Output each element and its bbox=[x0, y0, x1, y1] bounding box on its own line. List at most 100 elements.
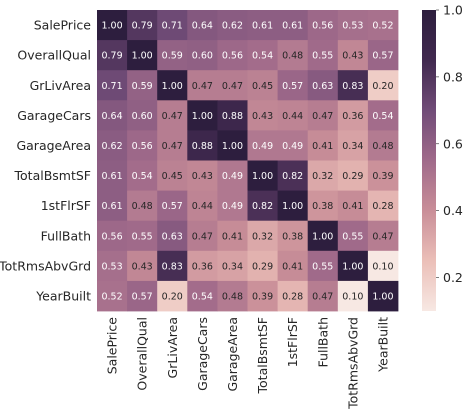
heatmap-cell-TotalBsmtSF-TotalBsmtSF bbox=[247, 160, 278, 191]
heatmap-value-GrLivArea-TotRmsAbvGrd: 0.83 bbox=[342, 81, 363, 92]
heatmap-cell-GrLivArea-FullBath bbox=[307, 70, 339, 101]
heatmap-value-OverallQual-GarageCars: 0.60 bbox=[192, 51, 213, 62]
heatmap-value-1stFlrSF-GarageCars: 0.44 bbox=[192, 201, 213, 212]
heatmap-cell-OverallQual-YearBuilt bbox=[367, 40, 399, 71]
heatmap-cell-GarageArea-TotRmsAbvGrd bbox=[337, 130, 369, 161]
colorbar-tick-label-0.4: 0.4 bbox=[443, 203, 463, 218]
heatmap-cell-OverallQual-TotRmsAbvGrd bbox=[337, 40, 369, 71]
heatmap-value-OverallQual-1stFlrSF: 0.48 bbox=[282, 51, 303, 62]
heatmap-value-FullBath-FullBath: 1.00 bbox=[312, 231, 333, 242]
heatmap-value-GrLivArea-OverallQual: 0.59 bbox=[132, 81, 153, 92]
heatmap-value-TotalBsmtSF-GarageArea: 0.49 bbox=[222, 171, 243, 182]
heatmap-value-TotRmsAbvGrd-TotRmsAbvGrd: 1.00 bbox=[342, 261, 363, 272]
heatmap-cell-GarageArea-SalePrice bbox=[97, 130, 128, 161]
heatmap-value-TotRmsAbvGrd-OverallQual: 0.43 bbox=[132, 261, 153, 272]
heatmap-cell-GarageCars-YearBuilt bbox=[367, 100, 399, 131]
heatmap-cell-GrLivArea-TotalBsmtSF bbox=[247, 70, 278, 101]
heatmap-cell-GarageArea-1stFlrSF bbox=[277, 130, 309, 161]
heatmap-cell-TotalBsmtSF-1stFlrSF bbox=[277, 160, 309, 191]
heatmap-value-FullBath-GarageArea: 0.41 bbox=[222, 231, 243, 242]
heatmap-cell-YearBuilt-GarageCars bbox=[187, 280, 218, 312]
colorbar-tick-label-1: 1.0 bbox=[443, 3, 463, 18]
heatmap-cell-TotRmsAbvGrd-GrLivArea bbox=[157, 250, 188, 282]
heatmap-value-TotRmsAbvGrd-GarageCars: 0.36 bbox=[192, 261, 213, 272]
y-tick-label-1stFlrSF: 1stFlrSF bbox=[41, 198, 91, 213]
heatmap-cell-YearBuilt-GarageArea bbox=[217, 280, 248, 312]
heatmap-cell-GarageCars-TotalBsmtSF bbox=[247, 100, 278, 131]
heatmap-cell-GarageArea-OverallQual bbox=[127, 130, 158, 161]
heatmap-cell-TotRmsAbvGrd-GarageCars bbox=[187, 250, 218, 282]
x-axis-tick-labels: SalePrice OverallQual GrLivArea GarageCars G… bbox=[105, 317, 391, 410]
colorbar-ticks: 0.2 0.4 0.6 0.8 1.0 bbox=[436, 3, 463, 285]
heatmap-cell-SalePrice-GrLivArea bbox=[157, 10, 188, 41]
heatmap-cell-FullBath-FullBath bbox=[307, 220, 339, 252]
heatmap-cell-TotRmsAbvGrd-TotRmsAbvGrd bbox=[337, 250, 369, 282]
heatmap-value-GrLivArea-FullBath: 0.63 bbox=[312, 81, 333, 92]
heatmap-value-SalePrice-1stFlrSF: 0.61 bbox=[282, 21, 303, 32]
heatmap-value-TotalBsmtSF-TotalBsmtSF: 1.00 bbox=[252, 171, 273, 182]
heatmap-cell-1stFlrSF-TotRmsAbvGrd bbox=[337, 190, 369, 222]
heatmap-value-OverallQual-GrLivArea: 0.59 bbox=[162, 51, 183, 62]
heatmap-value-GrLivArea-GrLivArea: 1.00 bbox=[162, 81, 183, 92]
heatmap-value-OverallQual-FullBath: 0.55 bbox=[312, 51, 333, 62]
heatmap-value-FullBath-OverallQual: 0.55 bbox=[132, 231, 153, 242]
heatmap-cell-SalePrice-OverallQual bbox=[127, 10, 158, 41]
heatmap-cell-TotRmsAbvGrd-SalePrice bbox=[97, 250, 128, 282]
heatmap-value-TotalBsmtSF-1stFlrSF: 0.82 bbox=[282, 171, 303, 182]
heatmap-cell-YearBuilt-TotalBsmtSF bbox=[247, 280, 278, 312]
heatmap-value-1stFlrSF-TotRmsAbvGrd: 0.41 bbox=[342, 201, 363, 212]
heatmap-cell-GarageArea-YearBuilt bbox=[367, 130, 399, 161]
colorbar-tick-label-0.2: 0.2 bbox=[443, 270, 463, 285]
heatmap-value-GarageCars-TotRmsAbvGrd: 0.36 bbox=[342, 111, 363, 122]
heatmap-value-SalePrice-GarageCars: 0.64 bbox=[192, 21, 213, 32]
heatmap-value-GarageArea-SalePrice: 0.62 bbox=[101, 141, 122, 152]
heatmap-cell-OverallQual-OverallQual bbox=[127, 40, 158, 71]
heatmap-cell-OverallQual-TotalBsmtSF bbox=[247, 40, 278, 71]
heatmap-cell-OverallQual-FullBath bbox=[307, 40, 339, 71]
heatmap-value-GarageCars-OverallQual: 0.60 bbox=[132, 111, 153, 122]
heatmap-value-GarageCars-1stFlrSF: 0.44 bbox=[282, 111, 303, 122]
colorbar-tick-label-0.6: 0.6 bbox=[443, 136, 463, 151]
heatmap-value-1stFlrSF-SalePrice: 0.61 bbox=[101, 201, 122, 212]
heatmap-value-TotalBsmtSF-TotRmsAbvGrd: 0.29 bbox=[342, 171, 363, 182]
heatmap-cell-TotalBsmtSF-OverallQual bbox=[127, 160, 158, 191]
heatmap-value-YearBuilt-YearBuilt: 1.00 bbox=[372, 291, 393, 302]
heatmap-cell-OverallQual-SalePrice bbox=[97, 40, 128, 71]
heatmap-value-TotalBsmtSF-OverallQual: 0.54 bbox=[132, 171, 153, 182]
y-tick-label-TotRmsAbvGrd: TotRmsAbvGrd bbox=[0, 258, 91, 273]
y-tick-label-GrLivArea: GrLivArea bbox=[30, 78, 91, 93]
heatmap-cell-GrLivArea-OverallQual bbox=[127, 70, 158, 101]
heatmap-cells: 1.00 0.79 0.71 0.64 0.62 0.61 0.61 0.56 0.53 0.52… bbox=[97, 10, 399, 312]
heatmap-value-YearBuilt-1stFlrSF: 0.28 bbox=[282, 291, 303, 302]
heatmap-cell-GarageCars-FullBath bbox=[307, 100, 339, 131]
heatmap-value-1stFlrSF-TotalBsmtSF: 0.82 bbox=[252, 201, 273, 212]
heatmap-value-FullBath-GrLivArea: 0.63 bbox=[162, 231, 183, 242]
heatmap-cell-YearBuilt-SalePrice bbox=[97, 280, 128, 312]
heatmap-value-GarageCars-GarageArea: 0.88 bbox=[222, 111, 243, 122]
heatmap-cell-FullBath-YearBuilt bbox=[367, 220, 399, 252]
heatmap-cell-FullBath-TotRmsAbvGrd bbox=[337, 220, 369, 252]
heatmap-value-SalePrice-TotalBsmtSF: 0.61 bbox=[252, 21, 273, 32]
colorbar-tick-label-0.8: 0.8 bbox=[443, 69, 463, 84]
heatmap-value-GrLivArea-YearBuilt: 0.20 bbox=[372, 81, 393, 92]
heatmap-cell-FullBath-SalePrice bbox=[97, 220, 128, 252]
heatmap-value-YearBuilt-TotalBsmtSF: 0.39 bbox=[252, 291, 273, 302]
heatmap-value-YearBuilt-GarageCars: 0.54 bbox=[192, 291, 213, 302]
heatmap-value-TotRmsAbvGrd-FullBath: 0.55 bbox=[312, 261, 333, 272]
heatmap-value-GarageArea-TotRmsAbvGrd: 0.34 bbox=[342, 141, 363, 152]
heatmap-cell-1stFlrSF-GarageArea bbox=[217, 190, 248, 222]
heatmap-value-OverallQual-OverallQual: 1.00 bbox=[132, 51, 153, 62]
y-tick-label-FullBath: FullBath bbox=[41, 228, 91, 243]
heatmap-cell-FullBath-GarageArea bbox=[217, 220, 248, 252]
x-tick-label-GarageCars: GarageCars bbox=[195, 317, 210, 391]
heatmap-value-GarageCars-GrLivArea: 0.47 bbox=[162, 111, 183, 122]
heatmap-cell-TotRmsAbvGrd-YearBuilt bbox=[367, 250, 399, 282]
heatmap-cell-SalePrice-TotalBsmtSF bbox=[247, 10, 278, 41]
heatmap-cell-GarageCars-GarageCars bbox=[187, 100, 218, 131]
heatmap-cell-1stFlrSF-FullBath bbox=[307, 190, 339, 222]
heatmap-value-GrLivArea-GarageArea: 0.47 bbox=[222, 81, 243, 92]
x-tick-label-OverallQual: OverallQual bbox=[135, 317, 150, 391]
heatmap-cell-GarageCars-1stFlrSF bbox=[277, 100, 309, 131]
heatmap-cell-GrLivArea-TotRmsAbvGrd bbox=[337, 70, 369, 101]
heatmap-cell-TotalBsmtSF-FullBath bbox=[307, 160, 339, 191]
